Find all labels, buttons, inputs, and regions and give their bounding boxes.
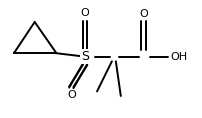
Text: O: O — [81, 8, 89, 18]
Text: O: O — [139, 9, 148, 19]
Text: OH: OH — [171, 52, 188, 62]
Text: O: O — [67, 90, 76, 100]
Text: S: S — [81, 50, 89, 63]
